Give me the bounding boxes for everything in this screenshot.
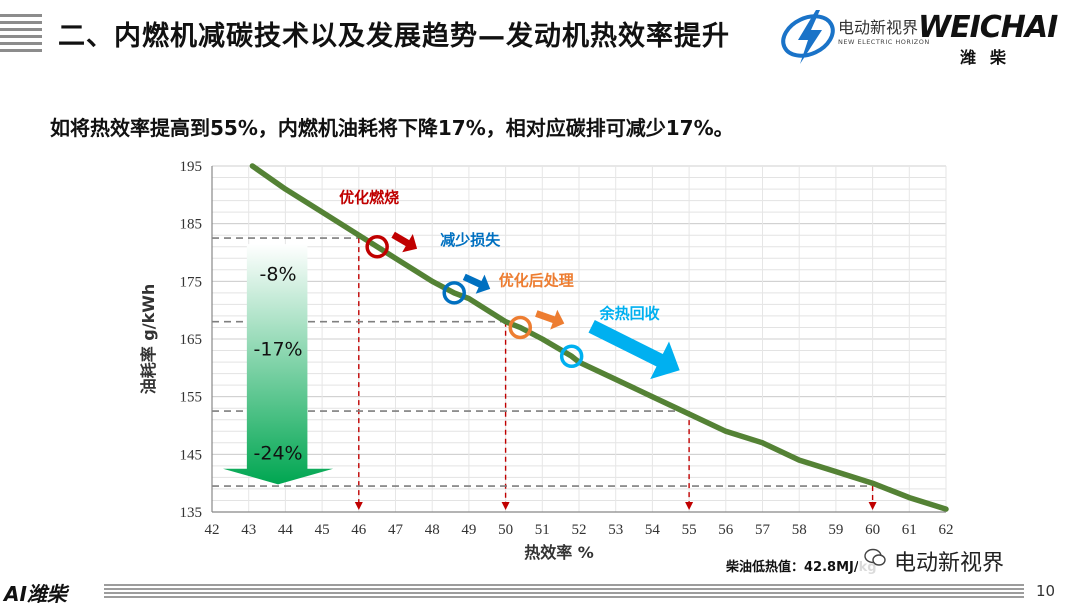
x-tick-label: 49 (461, 522, 476, 538)
x-tick-label: 46 (351, 522, 367, 538)
weichai-logo: WEICHAI (918, 10, 1058, 45)
y-tick-label: 175 (180, 274, 203, 290)
marker-circle (559, 344, 584, 369)
x-tick-label: 62 (939, 522, 954, 538)
y-tick-label: 165 (180, 332, 203, 348)
marker-arrow (535, 309, 565, 330)
x-tick-label: 50 (498, 522, 513, 538)
y-tick-label: 155 (180, 390, 203, 406)
x-tick-label: 52 (572, 522, 587, 538)
y-tick-label: 145 (180, 447, 203, 463)
x-tick-label: 53 (608, 522, 623, 538)
reference-arrowhead (685, 502, 694, 510)
page-title: 二、内燃机减碳技术以及发展趋势—发动机热效率提升 (58, 21, 730, 52)
reduction-label: -17% (254, 339, 303, 361)
footer-logo: AI潍柴 (4, 582, 67, 606)
logo-text: 电动新视界 (838, 18, 919, 37)
subtitle: 如将热效率提高到55%，内燃机油耗将下降17%，相对应碳排可减少17%。 (50, 116, 734, 140)
reference-arrowhead (501, 502, 510, 510)
page-number: 10 (1036, 582, 1056, 600)
logo-subtext: NEW ELECTRIC HORIZON (838, 38, 930, 46)
y-axis-label: 油耗率 g/kWh (139, 284, 158, 395)
header-stripes (0, 14, 42, 56)
reference-arrowhead (354, 502, 363, 510)
wechat-icon (864, 548, 886, 566)
weichai-logo-cn: 潍柴 (960, 48, 1021, 67)
marker-circle (508, 315, 533, 340)
x-tick-label: 43 (241, 522, 256, 538)
reduction-label: -8% (260, 264, 297, 286)
x-tick-label: 48 (425, 522, 440, 538)
x-tick-label: 55 (682, 522, 697, 538)
marker-arrow (588, 320, 680, 380)
x-tick-label: 54 (645, 522, 661, 538)
marker-label: 余热回收 (599, 304, 660, 322)
x-tick-label: 61 (902, 522, 917, 538)
marker-circle (365, 234, 389, 259)
watermark: 电动新视界 (858, 540, 1068, 578)
y-tick-label: 195 (180, 159, 203, 175)
y-tick-label: 185 (180, 217, 203, 233)
marker-arrow (462, 273, 491, 294)
weichai-logo-text: WEICHAI (918, 10, 1058, 45)
marker-label: 优化后处理 (499, 271, 574, 289)
x-tick-label: 59 (828, 522, 843, 538)
reduction-arrow (223, 244, 334, 485)
x-tick-label: 42 (205, 522, 220, 538)
fuel-heat-note: 柴油低热值：42.8MJ/kg (726, 560, 877, 575)
x-tick-label: 47 (388, 522, 404, 538)
fuel-consumption-curve (249, 163, 949, 512)
watermark-text: 电动新视界 (894, 551, 1005, 576)
x-tick-label: 60 (865, 522, 880, 538)
marker-arrow (391, 231, 418, 253)
x-tick-label: 57 (755, 522, 771, 538)
lightning-logo-icon (781, 10, 835, 64)
footer-bar (104, 584, 1024, 598)
x-tick-label: 51 (535, 522, 550, 538)
marker-label: 优化燃烧 (339, 189, 399, 207)
y-tick-label: 135 (180, 505, 203, 521)
reduction-label: -24% (254, 442, 303, 464)
x-tick-label: 44 (278, 522, 294, 538)
marker-circle (442, 281, 466, 305)
reference-arrowhead (868, 502, 877, 510)
marker-label: 减少损失 (440, 231, 501, 249)
x-tick-label: 45 (315, 522, 330, 538)
x-axis-label: 热效率 % (524, 543, 594, 562)
x-tick-label: 58 (792, 522, 807, 538)
x-tick-label: 56 (718, 522, 734, 538)
